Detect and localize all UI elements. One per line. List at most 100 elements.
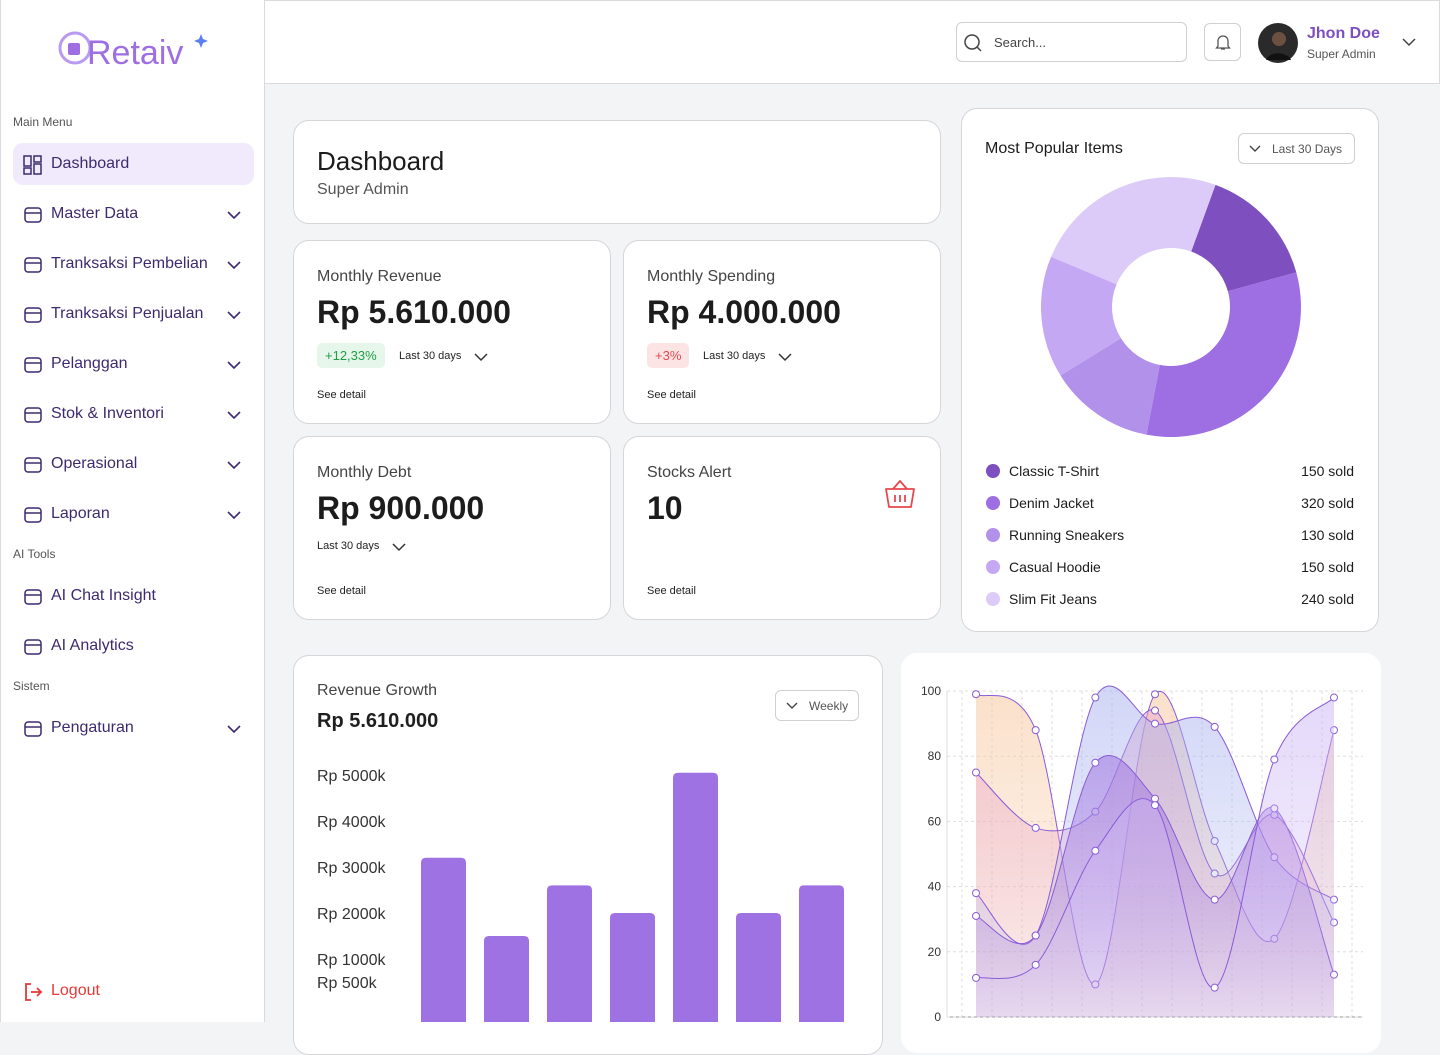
filter-dropdown[interactable]: Weekly: [775, 690, 859, 721]
legend-swatch: [986, 528, 1000, 542]
header: Search... Jhon Doe Super Admin: [265, 0, 1440, 84]
period-dropdown[interactable]: [473, 350, 489, 368]
see-detail[interactable]: See detail: [317, 389, 366, 401]
logout-label: Logout: [51, 982, 100, 999]
point: [1031, 960, 1040, 969]
donut-slice: [1041, 256, 1121, 376]
period-dropdown[interactable]: [391, 540, 407, 558]
legend-label: Denim Jacket: [1009, 495, 1094, 511]
point: [972, 768, 980, 777]
stat-value: Rp 4.000.000: [647, 294, 841, 330]
point: [972, 889, 980, 898]
menu-item[interactable]: Master Data: [13, 193, 254, 235]
legend-swatch: [986, 496, 1000, 510]
section-label: AI Tools: [13, 547, 56, 561]
donut-slice: [1191, 184, 1297, 292]
avatar[interactable]: [1258, 22, 1300, 64]
bar: [610, 913, 655, 1022]
menu-label: Master Data: [51, 205, 139, 222]
area-chart: 0 20 40 60 80 100: [921, 684, 1363, 1022]
legend-swatch: [986, 464, 1000, 478]
y-tick-label: Rp 2000k: [317, 906, 386, 923]
legend-label: Classic T-Shirt: [1009, 463, 1099, 479]
menu-item[interactable]: Pelanggan: [13, 343, 254, 385]
card-title: Most Popular Items: [985, 140, 1123, 157]
y-tick-label: Rp 3000k: [317, 860, 386, 877]
stat-label: Monthly Spending: [647, 268, 776, 285]
see-detail[interactable]: See detail: [647, 585, 696, 597]
period-label: Last 30 days: [317, 540, 380, 552]
page-title: Dashboard: [317, 146, 445, 176]
y-tick-label: Rp 4000k: [317, 814, 386, 831]
user-name: Jhon Doe: [1307, 25, 1380, 42]
menu-label: AI Analytics: [51, 637, 134, 654]
stat-value: Rp 900.000: [317, 490, 485, 526]
point: [1091, 693, 1100, 702]
stat-card: Monthly Spending Rp 4.000.000 +3% Last 30 d…: [623, 240, 941, 424]
period-label: Last 30 days: [399, 350, 462, 362]
period-dropdown[interactable]: [777, 350, 793, 368]
filter-dropdown[interactable]: Last 30 Days: [1238, 133, 1355, 164]
stat-label: Monthly Revenue: [317, 268, 442, 285]
point: [1091, 758, 1100, 767]
search-box[interactable]: Search...: [956, 22, 1187, 62]
menu-item[interactable]: Laporan: [13, 493, 254, 535]
area-line: [975, 697, 1335, 989]
y-tick-label: 100: [921, 684, 941, 698]
menu-item[interactable]: AI Analytics: [13, 625, 254, 667]
title-card: Dashboard Super Admin: [293, 120, 941, 224]
area-fill: [976, 697, 1334, 1017]
point: [1091, 846, 1100, 855]
bar: [547, 885, 592, 1022]
legend-swatch: [986, 592, 1000, 606]
bar: [736, 913, 781, 1022]
point: [1151, 801, 1159, 810]
menu-item[interactable]: Operasional: [13, 443, 254, 485]
menu-item[interactable]: AI Chat Insight: [13, 575, 254, 617]
point: [1210, 722, 1219, 731]
point: [1031, 726, 1040, 735]
menu-item[interactable]: Tranksaksi Pembelian: [13, 243, 254, 285]
alert-icon: [883, 477, 917, 516]
logout[interactable]: Logout: [13, 970, 254, 1012]
donut-slice: [1051, 177, 1216, 285]
point: [1210, 983, 1219, 992]
menu-item[interactable]: Tranksaksi Penjualan: [13, 293, 254, 335]
see-detail[interactable]: See detail: [647, 389, 696, 401]
section-label: Sistem: [13, 679, 50, 693]
y-tick-label: Rp 500k: [317, 975, 378, 992]
menu-label: Pelanggan: [51, 355, 128, 372]
point: [1151, 690, 1159, 699]
menu-item[interactable]: Pengaturan: [13, 707, 254, 749]
stat-card: Stocks Alert 10 See detail: [623, 436, 941, 620]
bar: [799, 885, 844, 1022]
y-tick-label: 40: [928, 880, 942, 894]
menu-item[interactable]: Stok & Inventori: [13, 393, 254, 435]
y-tick-label: 0: [934, 1010, 941, 1022]
menu-label: Operasional: [51, 455, 138, 472]
menu-label: Laporan: [51, 505, 110, 522]
see-detail[interactable]: See detail: [317, 585, 366, 597]
notification-button[interactable]: [1204, 23, 1241, 61]
user-menu-chevron[interactable]: [1401, 36, 1417, 48]
legend-label: Running Sneakers: [1009, 527, 1124, 543]
stat-value: Rp 5.610.000: [317, 294, 511, 330]
bar: [673, 772, 718, 1022]
popular-card: Most Popular Items Last 30 Days Classic …: [961, 108, 1379, 632]
card-title: Revenue Growth: [317, 682, 438, 699]
menu-label: Stok & Inventori: [51, 405, 164, 422]
legend-value: 150 sold: [1301, 559, 1354, 575]
legend-swatch: [986, 560, 1000, 574]
stat-card: Monthly Debt Rp 900.000 Last 30 days See de…: [293, 436, 611, 620]
point: [1210, 895, 1219, 904]
menu-item[interactable]: Dashboard: [13, 143, 254, 185]
legend-value: 240 sold: [1301, 591, 1354, 607]
donut-chart: Classic T-Shirt 150 sold Denim Jacket 320 s…: [986, 177, 1354, 607]
point: [1270, 755, 1279, 764]
bar: [421, 857, 466, 1022]
change-badge: +3%: [647, 343, 690, 368]
point: [972, 690, 980, 699]
point: [1330, 693, 1338, 702]
y-tick-label: 80: [928, 749, 942, 763]
